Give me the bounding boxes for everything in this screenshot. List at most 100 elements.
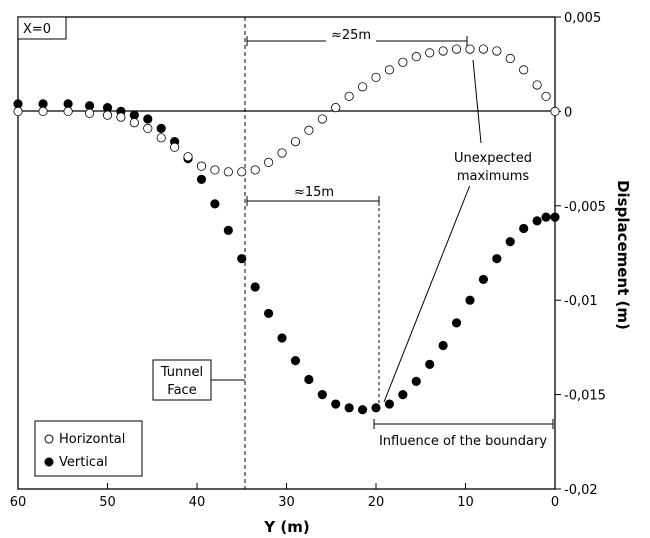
tunnel-face-line1: Tunnel: [160, 365, 203, 380]
horizontal-point: [478, 44, 488, 54]
vertical-point: [478, 274, 488, 285]
horizontal-point: [451, 44, 462, 54]
y-tick-label: -0,005: [564, 200, 606, 215]
vertical-point: [277, 333, 287, 343]
horizontal-point: [85, 108, 95, 118]
horizontal-point: [519, 65, 529, 75]
y-tick-label: 0: [564, 105, 572, 120]
horizontal-point: [357, 82, 368, 92]
dimension-15m-label: ≈15m: [294, 185, 334, 200]
dimension-25m-label: ≈25m: [331, 28, 371, 43]
horizontal-point: [237, 167, 247, 177]
horizontal-point: [290, 137, 301, 147]
horizontal-point: [532, 80, 542, 90]
horizontal-point: [143, 123, 153, 133]
x-tick-label: 10: [457, 495, 474, 510]
legend-label-vertical: Vertical: [59, 455, 108, 470]
horizontal-point: [129, 118, 139, 128]
horizontal-point: [465, 44, 475, 54]
vertical-point: [371, 403, 381, 413]
vertical-point: [438, 340, 448, 351]
corner-label: X=0: [23, 22, 51, 37]
horizontal-point: [102, 110, 113, 120]
vertical-point: [541, 212, 551, 222]
horizontal-point: [63, 106, 73, 117]
vertical-point: [143, 114, 153, 124]
unexpected-maximums-line1: Unexpected: [454, 151, 532, 166]
horizontal-point: [331, 103, 341, 113]
vertical-point: [505, 237, 515, 247]
vertical-point: [210, 199, 220, 209]
horizontal-point: [250, 165, 260, 175]
legend-marker-vertical: [44, 457, 54, 467]
x-tick-label: 20: [368, 495, 385, 510]
vertical-point: [304, 374, 314, 385]
plot-frame: [17, 16, 556, 490]
horizontal-point: [277, 148, 287, 158]
horizontal-point: [317, 114, 327, 124]
horizontal-point: [38, 106, 48, 117]
horizontal-point: [156, 133, 166, 143]
boundary-influence-marker: [373, 419, 554, 429]
horizontal-point: [384, 65, 395, 75]
series-vertical: [13, 99, 560, 415]
horizontal-point: [170, 142, 180, 152]
vertical-point: [38, 99, 48, 109]
horizontal-point: [425, 48, 435, 58]
horizontal-point: [492, 46, 502, 56]
vertical-point: [290, 356, 301, 366]
vertical-point: [398, 389, 408, 400]
y-tick-label: 0,005: [564, 11, 601, 26]
x-axis-ticks: 60 50 40 30 20 10 0: [10, 483, 559, 510]
vertical-point: [357, 405, 368, 415]
y-tick-label: -0,015: [564, 389, 606, 404]
y-tick-label: -0,02: [564, 483, 598, 498]
vertical-point: [13, 99, 23, 109]
vertical-point: [465, 295, 475, 305]
x-tick-label: 40: [189, 495, 206, 510]
vertical-point: [317, 389, 327, 400]
y-axis-title: Displacement (m): [614, 180, 632, 330]
horizontal-point: [505, 53, 515, 64]
horizontal-point: [263, 157, 274, 167]
vertical-point: [550, 212, 560, 222]
vertical-point: [237, 254, 247, 264]
horizontal-point: [223, 167, 233, 177]
horizontal-point: [210, 165, 220, 175]
horizontal-point: [13, 106, 23, 117]
horizontal-point: [541, 91, 551, 101]
horizontal-point: [398, 57, 408, 67]
horizontal-point: [116, 112, 126, 122]
corner-label-box: [17, 16, 67, 40]
vertical-point: [425, 359, 435, 369]
y-tick-label: -0,01: [564, 294, 598, 309]
dimension-15m: ≈15m: [246, 183, 380, 206]
vertical-point: [384, 399, 395, 409]
horizontal-point: [438, 46, 448, 56]
x-axis-title: Y (m): [263, 518, 309, 536]
horizontal-point: [304, 125, 314, 135]
vertical-point: [411, 376, 421, 386]
tunnel-face-line2: Face: [167, 383, 196, 398]
vertical-point: [250, 282, 260, 292]
horizontal-point: [183, 152, 193, 162]
dimension-25m: ≈25m: [246, 26, 468, 46]
legend-marker-horizontal: [44, 434, 54, 444]
unexpected-maximums-line2: maximums: [457, 169, 530, 184]
vertical-point: [223, 225, 233, 235]
vertical-point: [532, 216, 542, 226]
boundary-influence-label: Influence of the boundary: [379, 434, 547, 449]
vertical-point: [102, 103, 113, 113]
x-tick-label: 50: [99, 495, 116, 510]
y-axis-ticks: 0,005 0 -0,005 -0,01 -0,015 -0,02: [555, 11, 606, 498]
legend: Horizontal Vertical: [34, 420, 143, 477]
horizontal-point: [550, 106, 560, 117]
horizontal-point: [371, 72, 381, 83]
vertical-point: [196, 174, 207, 184]
vertical-point: [451, 318, 462, 328]
vertical-point: [129, 110, 139, 120]
x-tick-label: 0: [551, 495, 559, 510]
vertical-point: [519, 223, 529, 234]
x-tick-label: 30: [278, 495, 295, 510]
